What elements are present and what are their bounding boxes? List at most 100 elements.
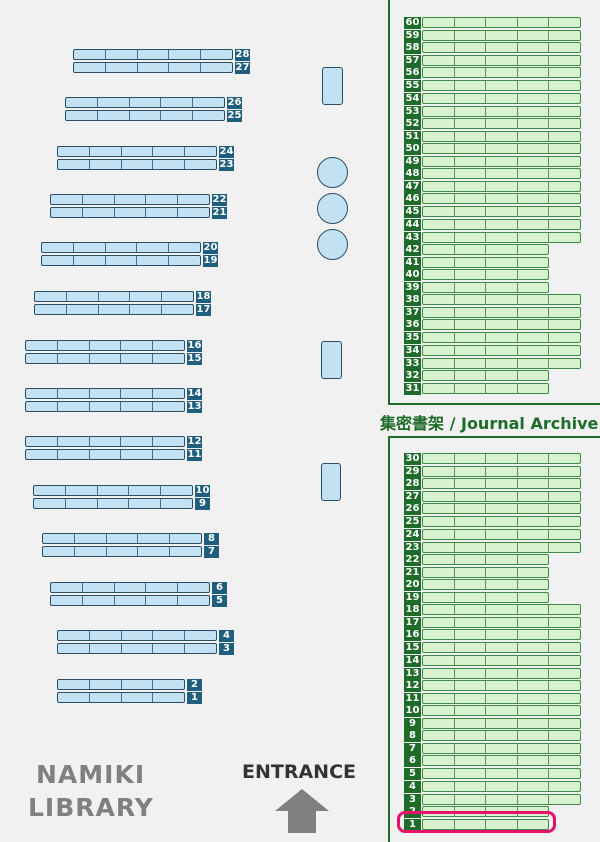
shelf-11[interactable] xyxy=(25,449,185,460)
shelf-28[interactable] xyxy=(73,49,233,60)
shelf-number-label: 35 xyxy=(404,331,421,344)
shelf-18[interactable] xyxy=(34,291,194,302)
shelf-15[interactable] xyxy=(25,353,185,364)
shelf-section xyxy=(486,630,518,639)
shelf-14[interactable] xyxy=(25,388,185,399)
journal-shelf-9[interactable] xyxy=(422,717,581,729)
journal-shelf-52[interactable] xyxy=(422,118,581,129)
table xyxy=(321,341,342,379)
journal-shelf-23[interactable] xyxy=(422,541,581,553)
journal-shelf-16[interactable] xyxy=(422,629,581,640)
shelf-6[interactable] xyxy=(50,582,210,593)
journal-shelf-49[interactable] xyxy=(422,155,581,167)
journal-shelf-33[interactable] xyxy=(422,357,581,369)
shelf-27[interactable] xyxy=(73,62,233,73)
journal-shelf-58[interactable] xyxy=(422,42,581,53)
journal-shelf-39[interactable] xyxy=(422,281,549,293)
journal-shelf-26[interactable] xyxy=(422,503,581,514)
journal-shelf-42[interactable] xyxy=(422,244,549,255)
journal-shelf-11[interactable] xyxy=(422,692,581,704)
journal-shelf-34[interactable] xyxy=(422,345,581,356)
journal-shelf-53[interactable] xyxy=(422,105,581,117)
journal-shelf-35[interactable] xyxy=(422,331,581,343)
journal-shelf-37[interactable] xyxy=(422,306,581,318)
shelf-section xyxy=(518,593,549,602)
journal-shelf-29[interactable] xyxy=(422,465,581,477)
shelf-13[interactable] xyxy=(25,401,185,412)
journal-shelf-7[interactable] xyxy=(422,742,581,754)
journal-shelf-43[interactable] xyxy=(422,231,581,243)
shelf-section xyxy=(518,358,550,368)
journal-shelf-28[interactable] xyxy=(422,478,581,489)
journal-shelf-18[interactable] xyxy=(422,604,581,615)
journal-shelf-54[interactable] xyxy=(422,93,581,104)
shelf-section xyxy=(455,668,487,678)
journal-shelf-13[interactable] xyxy=(422,667,581,679)
shelf-1[interactable] xyxy=(57,692,185,703)
journal-shelf-1[interactable] xyxy=(422,818,549,830)
shelf-17[interactable] xyxy=(34,304,194,315)
shelf-section xyxy=(486,232,518,242)
journal-shelf-3[interactable] xyxy=(422,793,581,805)
shelf-number-label: 19 xyxy=(404,591,421,604)
journal-shelf-50[interactable] xyxy=(422,143,581,154)
shelf-8[interactable] xyxy=(42,533,202,544)
shelf-12[interactable] xyxy=(25,436,185,447)
journal-shelf-40[interactable] xyxy=(422,269,549,280)
shelf-20[interactable] xyxy=(41,242,201,253)
shelf-9[interactable] xyxy=(33,498,193,509)
shelf-21[interactable] xyxy=(50,207,210,218)
journal-shelf-44[interactable] xyxy=(422,219,581,230)
journal-shelf-4[interactable] xyxy=(422,781,581,792)
journal-shelf-27[interactable] xyxy=(422,490,581,502)
journal-shelf-55[interactable] xyxy=(422,79,581,91)
shelf-25[interactable] xyxy=(65,110,225,121)
shelf-number-label: 3 xyxy=(404,793,421,806)
shelf-22[interactable] xyxy=(50,194,210,205)
shelf-section xyxy=(486,156,518,166)
journal-shelf-41[interactable] xyxy=(422,256,549,268)
shelf-7[interactable] xyxy=(42,546,202,557)
shelf-10[interactable] xyxy=(33,485,193,496)
journal-shelf-15[interactable] xyxy=(422,641,581,653)
journal-shelf-21[interactable] xyxy=(422,566,549,578)
journal-shelf-8[interactable] xyxy=(422,730,581,741)
shelf-24[interactable] xyxy=(57,146,217,157)
journal-shelf-12[interactable] xyxy=(422,680,581,691)
journal-shelf-59[interactable] xyxy=(422,29,581,41)
shelf-5[interactable] xyxy=(50,595,210,606)
journal-shelf-56[interactable] xyxy=(422,67,581,78)
journal-shelf-17[interactable] xyxy=(422,616,581,628)
journal-shelf-5[interactable] xyxy=(422,767,581,779)
shelf-4[interactable] xyxy=(57,630,217,641)
shelf-section xyxy=(486,30,518,40)
shelf-section xyxy=(423,80,455,90)
journal-shelf-22[interactable] xyxy=(422,554,549,565)
journal-shelf-48[interactable] xyxy=(422,168,581,179)
shelf-23[interactable] xyxy=(57,159,217,170)
journal-shelf-25[interactable] xyxy=(422,515,581,527)
shelf-16[interactable] xyxy=(25,340,185,351)
journal-shelf-45[interactable] xyxy=(422,205,581,217)
journal-shelf-51[interactable] xyxy=(422,130,581,142)
journal-shelf-57[interactable] xyxy=(422,54,581,66)
shelf-26[interactable] xyxy=(65,97,225,108)
shelf-2[interactable] xyxy=(57,679,185,690)
journal-shelf-46[interactable] xyxy=(422,193,581,204)
shelf-3[interactable] xyxy=(57,643,217,654)
shelf-19[interactable] xyxy=(41,255,201,266)
journal-shelf-47[interactable] xyxy=(422,180,581,192)
journal-shelf-31[interactable] xyxy=(422,382,549,394)
journal-shelf-36[interactable] xyxy=(422,319,581,330)
journal-shelf-20[interactable] xyxy=(422,579,549,590)
journal-shelf-10[interactable] xyxy=(422,705,581,716)
journal-shelf-38[interactable] xyxy=(422,294,581,305)
journal-shelf-30[interactable] xyxy=(422,453,581,464)
journal-shelf-32[interactable] xyxy=(422,370,549,381)
journal-shelf-19[interactable] xyxy=(422,591,549,603)
shelf-section xyxy=(549,182,580,191)
journal-shelf-60[interactable] xyxy=(422,17,581,28)
journal-shelf-24[interactable] xyxy=(422,529,581,540)
journal-shelf-6[interactable] xyxy=(422,755,581,766)
journal-shelf-14[interactable] xyxy=(422,655,581,666)
